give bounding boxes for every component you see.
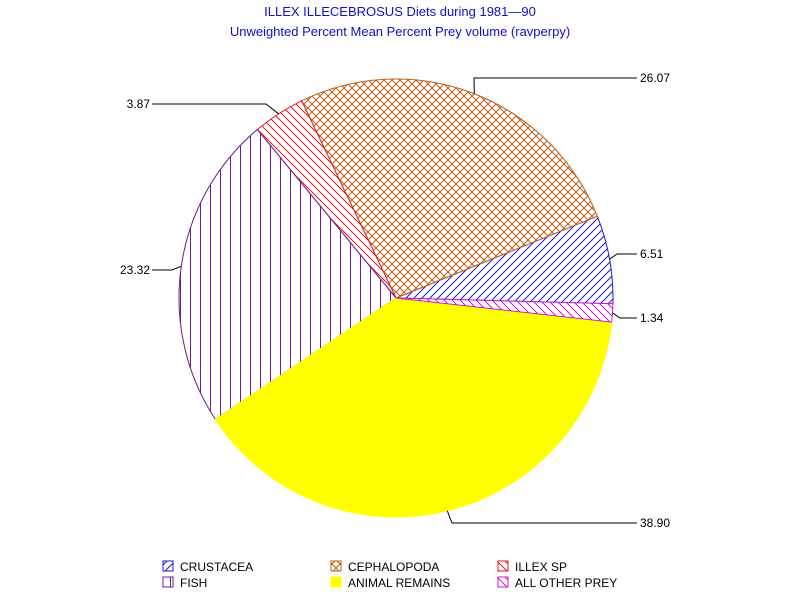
slice-value-label: 6.51: [640, 247, 664, 261]
legend-swatch-animal-remains: [330, 576, 342, 588]
leader-line-animal-remains: [446, 510, 637, 524]
pie-slice-animal-remains: [214, 297, 613, 518]
chart-title: ILLEX ILLECEBROSUS Diets during 1981—90: [264, 4, 536, 19]
leader-line-illex-sp: [152, 103, 279, 115]
legend-swatch-all-other-prey: [497, 576, 509, 588]
slice-value-label: 1.34: [640, 311, 664, 325]
leader-line-crustacea: [609, 253, 637, 260]
leader-line-all-other-prey: [612, 312, 637, 319]
legend-label: CRUSTACEA: [180, 560, 253, 574]
slice-value-label: 38.90: [640, 516, 670, 530]
pie-slices: [178, 78, 614, 518]
legend-swatch-illex-sp: [497, 560, 509, 572]
legend-swatch-fish: [162, 576, 174, 588]
legend-label: ILLEX SP: [515, 560, 567, 574]
legend-label: FISH: [180, 576, 207, 590]
slice-labels: 6.51 26.07 3.87 23.32 38.90 1.34: [120, 71, 670, 530]
leader-line-cephalopoda: [473, 77, 637, 94]
legend-label: CEPHALOPODA: [348, 560, 439, 574]
chart-subtitle: Unweighted Percent Mean Percent Prey vol…: [230, 24, 570, 39]
leader-line-fish: [152, 265, 182, 271]
legend: CRUSTACEA CEPHALOPODA ILLEX SP FISH ANIMAL R…: [162, 560, 617, 590]
pie-slice-cephalopoda: [300, 78, 598, 299]
legend-label: ALL OTHER PREY: [515, 576, 617, 590]
slice-value-label: 23.32: [120, 263, 150, 277]
legend-swatch-cephalopoda: [330, 560, 342, 572]
legend-label: ANIMAL REMAINS: [348, 576, 450, 590]
slice-value-label: 3.87: [127, 97, 151, 111]
legend-swatch-crustacea: [162, 560, 174, 572]
pie-slice-fish: [178, 128, 397, 421]
slice-value-label: 26.07: [640, 71, 670, 85]
